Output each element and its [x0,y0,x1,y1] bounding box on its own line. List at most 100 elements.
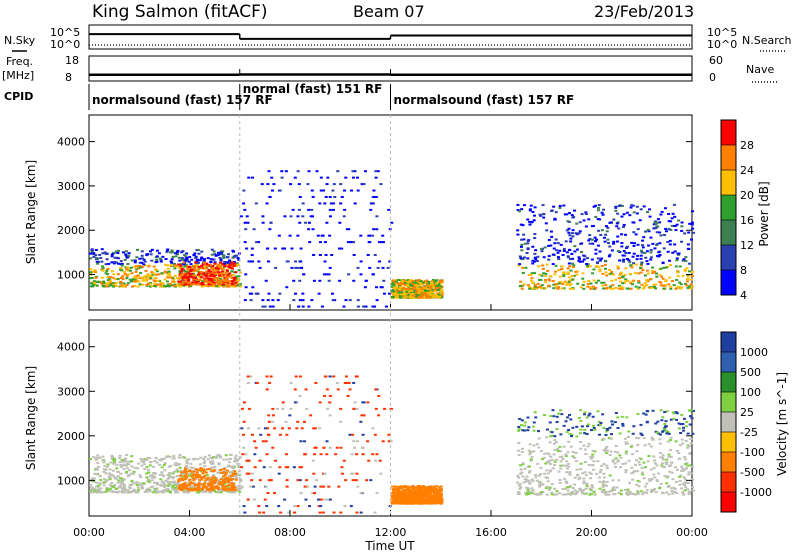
data-cell [283,498,287,501]
data-cell [556,242,560,245]
data-cell [653,270,657,273]
data-cell [596,262,600,265]
data-cell [254,292,258,295]
data-cell [141,486,145,489]
data-cell [136,267,140,270]
data-cell [623,254,627,257]
data-cell [179,264,183,267]
data-cell [660,210,664,213]
data-cell [675,278,679,281]
data-cell [403,489,407,492]
data-cell [149,277,153,280]
data-cell [617,227,621,230]
data-cell [620,204,624,207]
data-cell [581,283,585,286]
data-cell [121,479,125,482]
data-cell [571,455,575,458]
data-cell [250,292,254,295]
data-cell [346,394,350,397]
data-cell [632,242,636,245]
data-cell [602,449,606,452]
data-cell [641,287,645,290]
data-cell [375,215,379,218]
data-cell [116,273,120,276]
data-cell [271,420,275,423]
data-cell [194,255,198,258]
data-cell [183,273,187,276]
data-cell [649,490,653,493]
data-cell [202,486,206,489]
data-cell [589,287,593,290]
data-cell [177,485,181,488]
data-cell [439,499,443,502]
data-cell [160,272,164,275]
data-cell [274,266,278,269]
data-cell [526,284,530,287]
data-cell [163,278,167,281]
data-cell [112,285,116,288]
data-cell [314,446,318,449]
data-cell [248,260,252,263]
data-cell [401,492,405,495]
data-cell [569,283,573,286]
data-cell [247,176,251,179]
data-cell [394,292,398,295]
data-cell [417,491,421,494]
data-cell [219,267,223,270]
data-cell [389,407,393,410]
data-cell [167,482,171,485]
data-cell [394,485,398,488]
data-cell [400,498,404,501]
data-cell [542,256,546,259]
data-cell [666,431,670,434]
data-cell [418,496,422,499]
data-cell [124,253,128,256]
data-cell [100,276,104,279]
data-cell [418,296,422,299]
data-cell [249,375,253,378]
data-cell [420,500,424,503]
data-cell [429,487,433,490]
data-cell [160,457,164,460]
data-cell [617,205,621,208]
data-cell [402,485,406,488]
data-cell [355,511,359,514]
data-cell [167,272,171,275]
data-cell [119,260,123,263]
data-cell [281,247,285,250]
data-cell [228,280,232,283]
data-cell [426,495,430,498]
data-cell [152,272,156,275]
data-cell [382,292,386,295]
data-cell [99,487,103,490]
data-cell [205,267,209,270]
data-cell [632,262,636,265]
data-cell [342,215,346,218]
data-cell [162,482,166,485]
data-cell [304,498,308,501]
data-cell [673,243,677,246]
data-cell [226,269,230,272]
data-cell [154,456,158,459]
data-cell [209,260,213,263]
data-cell [641,269,645,272]
data-cell [571,287,575,290]
data-cell [688,222,692,225]
data-cell [200,257,204,260]
data-cell [330,292,334,295]
data-cell [519,245,523,248]
data-cell [532,450,536,453]
data-cell [183,470,187,473]
data-cell [294,292,298,295]
data-cell [222,285,226,288]
data-cell [547,255,551,258]
data-cell [439,279,443,282]
data-cell [171,472,175,475]
data-cell [328,401,332,404]
data-cell [211,265,215,268]
data-cell [570,257,574,260]
data-cell [90,282,94,285]
data-cell [309,414,313,417]
data-cell [576,282,580,285]
data-cell [287,427,291,430]
